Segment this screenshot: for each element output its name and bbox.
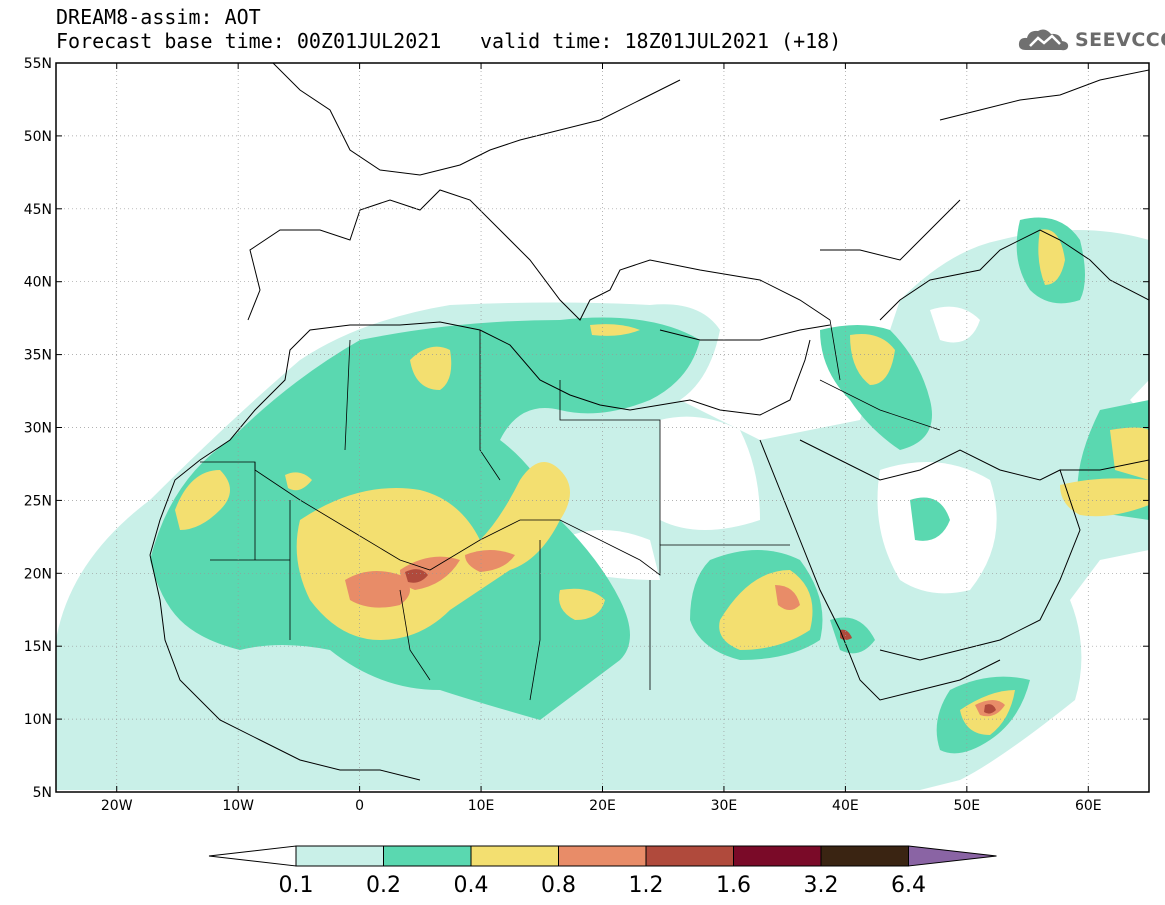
colorbar-label: 6.4 xyxy=(891,873,926,898)
colorbar-label: 0.1 xyxy=(279,873,314,898)
lat-tick-label: 45N xyxy=(24,202,52,218)
valid-time: valid time: 18Z01JUL2021 (+18) xyxy=(480,29,842,53)
colorbar-over-triangle xyxy=(908,845,997,867)
aot-shading xyxy=(56,217,1149,790)
colorbar-segment xyxy=(470,845,559,867)
lon-tick-label: 10E xyxy=(468,798,495,814)
lat-tick-label: 15N xyxy=(24,639,52,655)
colorbar-under-triangle xyxy=(208,845,297,867)
logo xyxy=(1016,24,1156,56)
lat-tick-label: 35N xyxy=(24,348,52,364)
lat-tick-label: 40N xyxy=(24,275,52,291)
lat-tick-label: 30N xyxy=(24,421,52,437)
colorbar: 0.1 0.2 0.4 0.8 1.2 1.6 3.2 6.4 xyxy=(208,845,997,898)
colorbar-segment xyxy=(558,845,647,867)
country-borders xyxy=(200,319,941,701)
axis-ticks: 20W 10W 0 10E 20E 30E 40E 50E 60E 55N 50N 45N 40N 35N… xyxy=(24,56,1149,814)
colorbar-segment xyxy=(383,845,472,867)
lon-tick-label: 30E xyxy=(711,798,738,814)
lon-tick-label: 60E xyxy=(1075,798,1102,814)
logo-text: SEEVCCC xyxy=(1075,29,1165,51)
lat-tick-label: 20N xyxy=(24,566,52,582)
lat-tick-label: 50N xyxy=(24,129,52,145)
colorbar-segment xyxy=(295,845,384,867)
lon-tick-label: 40E xyxy=(832,798,859,814)
forecast-base-time: Forecast base time: 00Z01JUL2021 xyxy=(56,29,442,53)
grid xyxy=(56,62,1149,793)
lon-tick-label: 0 xyxy=(355,798,364,814)
colorbar-segment xyxy=(645,845,734,867)
lat-tick-label: 5N xyxy=(33,785,52,801)
coastlines xyxy=(149,63,1149,781)
lon-tick-label: 10W xyxy=(222,798,254,814)
colorbar-segment xyxy=(820,845,909,867)
lon-tick-label: 20W xyxy=(101,798,133,814)
lat-tick-label: 25N xyxy=(24,493,52,509)
colorbar-label: 0.4 xyxy=(454,873,489,898)
lon-tick-label: 50E xyxy=(953,798,980,814)
cloud-icon xyxy=(1018,29,1069,51)
lat-tick-label: 10N xyxy=(24,712,52,728)
colorbar-segment xyxy=(733,845,822,867)
colorbar-label: 3.2 xyxy=(804,873,839,898)
lat-tick-label: 55N xyxy=(24,56,52,72)
colorbar-label: 1.2 xyxy=(629,873,664,898)
colorbar-label: 1.6 xyxy=(716,873,751,898)
title-product: DREAM8-assim: AOT xyxy=(56,5,261,29)
colorbar-label: 0.2 xyxy=(366,873,401,898)
colorbar-label: 0.8 xyxy=(541,873,576,898)
lon-tick-label: 20E xyxy=(589,798,616,814)
